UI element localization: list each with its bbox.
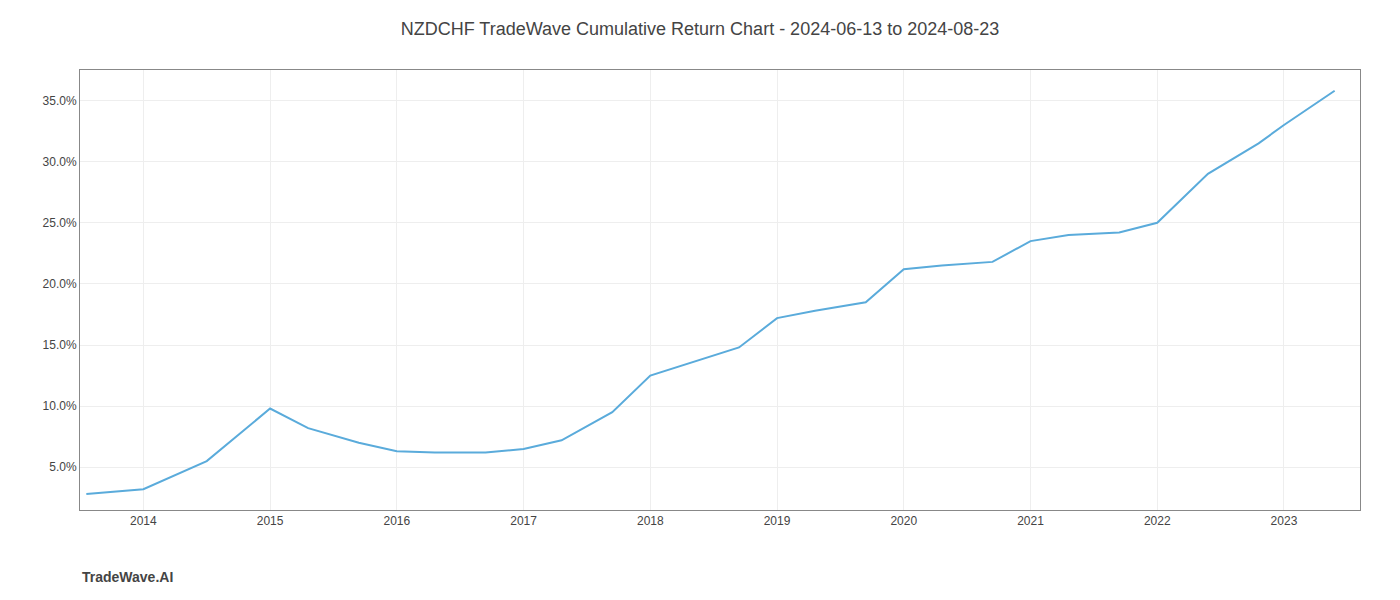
svg-text:2017: 2017 [510,514,537,528]
svg-text:2014: 2014 [130,514,157,528]
svg-text:2021: 2021 [1017,514,1044,528]
svg-text:35.0%: 35.0% [43,94,77,108]
svg-text:2016: 2016 [383,514,410,528]
svg-text:5.0%: 5.0% [49,460,77,474]
svg-text:2020: 2020 [890,514,917,528]
svg-text:NZDCHF TradeWave Cumulative Re: NZDCHF TradeWave Cumulative Return Chart… [401,19,1000,39]
svg-text:10.0%: 10.0% [43,399,77,413]
svg-text:TradeWave.AI: TradeWave.AI [82,569,173,585]
svg-text:2022: 2022 [1144,514,1171,528]
svg-text:2019: 2019 [764,514,791,528]
svg-text:30.0%: 30.0% [43,155,77,169]
svg-text:2023: 2023 [1271,514,1298,528]
svg-text:20.0%: 20.0% [43,277,77,291]
svg-text:25.0%: 25.0% [43,216,77,230]
svg-text:15.0%: 15.0% [43,338,77,352]
svg-text:2015: 2015 [257,514,284,528]
svg-text:2018: 2018 [637,514,664,528]
